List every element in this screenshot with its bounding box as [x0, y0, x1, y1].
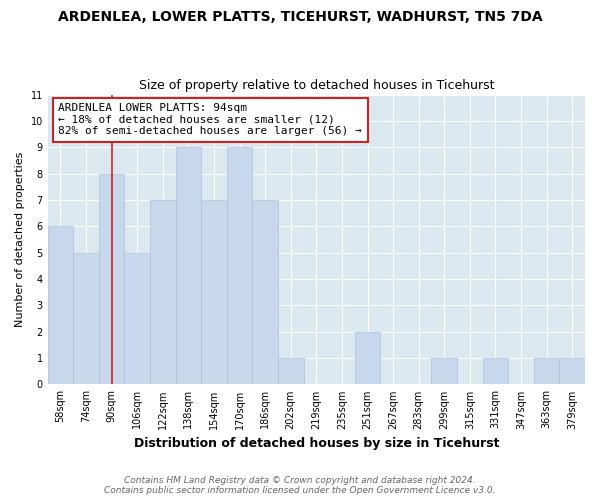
Bar — [355, 332, 380, 384]
Text: ARDENLEA, LOWER PLATTS, TICEHURST, WADHURST, TN5 7DA: ARDENLEA, LOWER PLATTS, TICEHURST, WADHU… — [58, 10, 542, 24]
Bar — [201, 200, 227, 384]
Bar — [482, 358, 508, 384]
Text: Contains HM Land Registry data © Crown copyright and database right 2024.
Contai: Contains HM Land Registry data © Crown c… — [104, 476, 496, 495]
Bar — [253, 200, 278, 384]
Bar — [431, 358, 457, 384]
Bar — [559, 358, 585, 384]
Bar — [47, 226, 73, 384]
Bar — [176, 148, 201, 384]
Bar — [124, 252, 150, 384]
Bar — [150, 200, 176, 384]
Text: ARDENLEA LOWER PLATTS: 94sqm
← 18% of detached houses are smaller (12)
82% of se: ARDENLEA LOWER PLATTS: 94sqm ← 18% of de… — [58, 104, 362, 136]
Bar — [278, 358, 304, 384]
Bar — [534, 358, 559, 384]
Bar — [73, 252, 99, 384]
Bar — [227, 148, 253, 384]
Bar — [99, 174, 124, 384]
X-axis label: Distribution of detached houses by size in Ticehurst: Distribution of detached houses by size … — [134, 437, 499, 450]
Y-axis label: Number of detached properties: Number of detached properties — [15, 152, 25, 327]
Title: Size of property relative to detached houses in Ticehurst: Size of property relative to detached ho… — [139, 79, 494, 92]
